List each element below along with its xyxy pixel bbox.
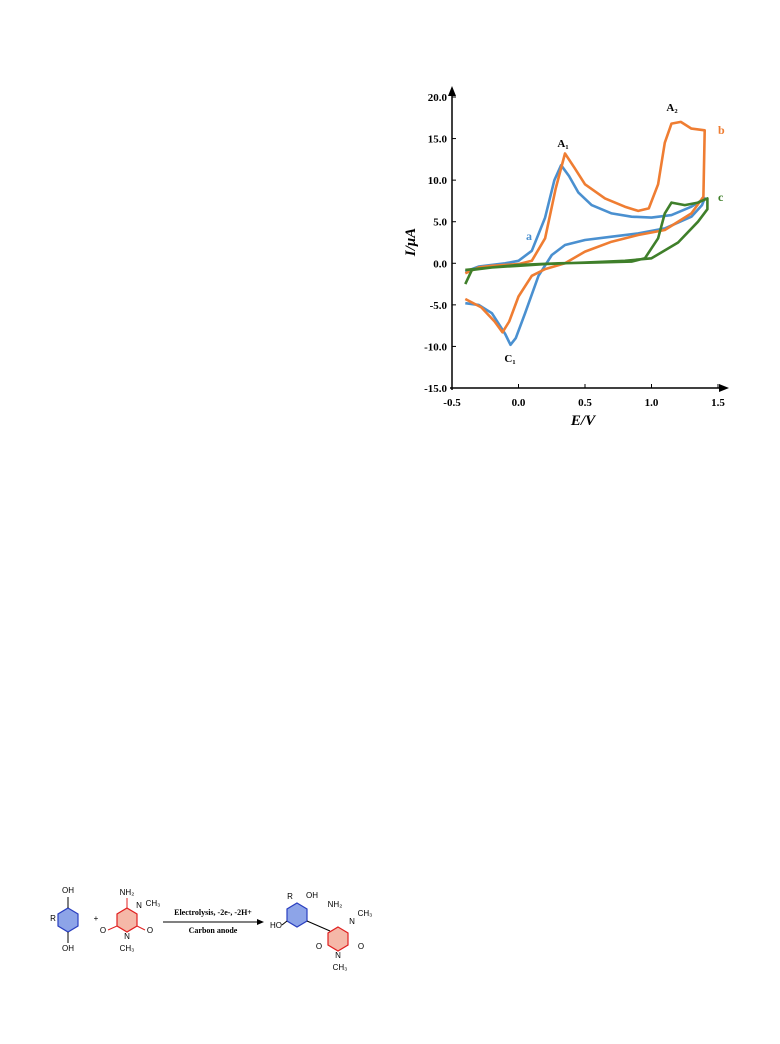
reaction-scheme: Electrolysis, -2e-, -2H+ Carbon anode OH… [50, 886, 372, 972]
x-tick-label: 0.5 [578, 397, 592, 409]
peak-label: C₁ [504, 353, 515, 365]
y-tick-label: 15.0 [428, 134, 448, 146]
atom-label: OH [306, 891, 318, 900]
y-tick-label: 5.0 [433, 217, 447, 229]
y-axis-title: I/μA [403, 228, 419, 257]
atom-label: + [94, 914, 99, 923]
x-tick-label: -0.5 [443, 397, 461, 409]
peak-label: A₂ [666, 102, 678, 114]
cv-curve [464, 120, 706, 334]
atom-label: CH₃ [120, 944, 135, 953]
uracil-ring [116, 907, 138, 933]
atom-label: HO [270, 921, 282, 930]
atom-label: N [124, 932, 130, 941]
series-label: a [526, 229, 532, 243]
bond [136, 925, 146, 931]
cv-curve [464, 163, 706, 347]
x-axis-arrow [719, 384, 729, 392]
x-tick-label: 0.0 [512, 397, 526, 409]
y-tick-label: -5.0 [430, 300, 448, 312]
series-label: c [718, 190, 724, 204]
series-label: b [718, 123, 725, 137]
bond [107, 925, 118, 931]
y-axis-arrow [448, 86, 456, 96]
uracil-ring [327, 926, 349, 952]
peak-label: A₁ [557, 138, 568, 150]
y-tick-label: 20.0 [428, 92, 448, 104]
atom-label: NH₂ [120, 888, 135, 897]
y-tick-label: 0.0 [433, 258, 447, 270]
x-tick-label: 1.0 [645, 397, 659, 409]
y-tick-label: -10.0 [424, 341, 447, 353]
atom-label: O [316, 942, 322, 951]
bond [281, 920, 288, 926]
atom-label: N [136, 901, 142, 910]
atom-label: R [287, 892, 293, 901]
atom-label: R [50, 914, 56, 923]
reagent-top: Electrolysis, -2e-, -2H+ [174, 908, 252, 917]
arrow-head [257, 919, 264, 925]
atom-label: OH [62, 944, 74, 953]
y-tick-label: -15.0 [424, 383, 447, 395]
cv-chart: I/μA E/V 20.0 15.0 10.0 5.0 0.0 -5.0 -10.0 -15.… [403, 86, 729, 429]
atom-label: N [349, 917, 355, 926]
atom-label: OH [62, 886, 74, 895]
x-axis-title: E/V [570, 413, 597, 429]
reagent-bottom: Carbon anode [189, 926, 238, 935]
bond [306, 920, 331, 932]
atom-label: CH₃ [146, 899, 161, 908]
atom-label: N [335, 951, 341, 960]
benzene-ring [286, 902, 308, 928]
atom-label: O [147, 926, 153, 935]
benzene-ring [57, 907, 79, 933]
atom-label: NH₂ [328, 900, 343, 909]
x-tick-label: 1.5 [711, 397, 725, 409]
cv-curve [464, 197, 709, 285]
atom-label: CH₃ [333, 963, 348, 972]
atom-label: CH₃ [358, 909, 373, 918]
atom-label: O [358, 942, 364, 951]
atom-label: O [100, 926, 106, 935]
y-tick-label: 10.0 [428, 175, 448, 187]
